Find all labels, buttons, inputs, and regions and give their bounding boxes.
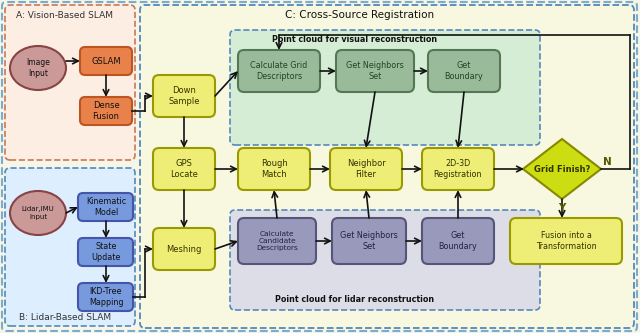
FancyBboxPatch shape — [336, 50, 414, 92]
FancyBboxPatch shape — [422, 218, 494, 264]
Text: Image
Input: Image Input — [26, 58, 50, 78]
FancyBboxPatch shape — [5, 168, 135, 326]
Text: Kinematic
Model: Kinematic Model — [86, 197, 126, 217]
Text: Neighbor
Filter: Neighbor Filter — [347, 159, 385, 179]
FancyBboxPatch shape — [428, 50, 500, 92]
Text: Calculate Grid
Descriptors: Calculate Grid Descriptors — [250, 61, 308, 81]
Text: GSLAM: GSLAM — [91, 57, 121, 66]
FancyBboxPatch shape — [153, 228, 215, 270]
Text: Point cloud for lidar reconstruction: Point cloud for lidar reconstruction — [275, 295, 435, 304]
Text: Fusion into a
Transformation: Fusion into a Transformation — [536, 231, 596, 251]
FancyBboxPatch shape — [238, 148, 310, 190]
Text: GPS
Locate: GPS Locate — [170, 159, 198, 179]
Text: Grid Finish?: Grid Finish? — [534, 165, 590, 173]
FancyBboxPatch shape — [230, 30, 540, 145]
FancyBboxPatch shape — [78, 238, 133, 266]
Text: Get Neighbors
Set: Get Neighbors Set — [346, 61, 404, 81]
Text: Meshing: Meshing — [166, 244, 202, 253]
Text: 2D-3D
Registration: 2D-3D Registration — [434, 159, 483, 179]
Text: Down
Sample: Down Sample — [168, 86, 200, 106]
Text: Calculate
Candidate
Descriptors: Calculate Candidate Descriptors — [256, 231, 298, 251]
FancyBboxPatch shape — [78, 283, 133, 311]
Text: Lidar,IMU
Input: Lidar,IMU Input — [22, 206, 54, 219]
Text: C: Cross-Source Registration: C: Cross-Source Registration — [285, 10, 435, 20]
FancyBboxPatch shape — [230, 210, 540, 310]
Ellipse shape — [10, 46, 66, 90]
FancyBboxPatch shape — [238, 50, 320, 92]
FancyBboxPatch shape — [80, 97, 132, 125]
Ellipse shape — [10, 191, 66, 235]
Text: State
Update: State Update — [92, 242, 121, 262]
Polygon shape — [523, 139, 601, 199]
FancyBboxPatch shape — [153, 75, 215, 117]
FancyBboxPatch shape — [422, 148, 494, 190]
Text: Dense
Fusion: Dense Fusion — [93, 101, 120, 121]
Text: N: N — [603, 157, 611, 167]
Text: Point cloud for visual reconstruction: Point cloud for visual reconstruction — [273, 36, 438, 45]
FancyBboxPatch shape — [5, 5, 135, 160]
FancyBboxPatch shape — [140, 5, 634, 328]
Text: B: Lidar-Based SLAM: B: Lidar-Based SLAM — [19, 313, 111, 322]
FancyBboxPatch shape — [78, 193, 133, 221]
FancyBboxPatch shape — [330, 148, 402, 190]
Text: Get
Boundary: Get Boundary — [445, 61, 483, 81]
FancyBboxPatch shape — [153, 148, 215, 190]
Text: Get
Boundary: Get Boundary — [438, 231, 477, 251]
FancyBboxPatch shape — [238, 218, 316, 264]
Text: IKD-Tree
Mapping: IKD-Tree Mapping — [89, 287, 124, 307]
Text: Get Neighbors
Set: Get Neighbors Set — [340, 231, 398, 251]
FancyBboxPatch shape — [510, 218, 622, 264]
Text: Rough
Match: Rough Match — [260, 159, 287, 179]
FancyBboxPatch shape — [80, 47, 132, 75]
Text: Y: Y — [558, 203, 566, 213]
FancyBboxPatch shape — [332, 218, 406, 264]
Text: A: Vision-Based SLAM: A: Vision-Based SLAM — [17, 11, 113, 20]
